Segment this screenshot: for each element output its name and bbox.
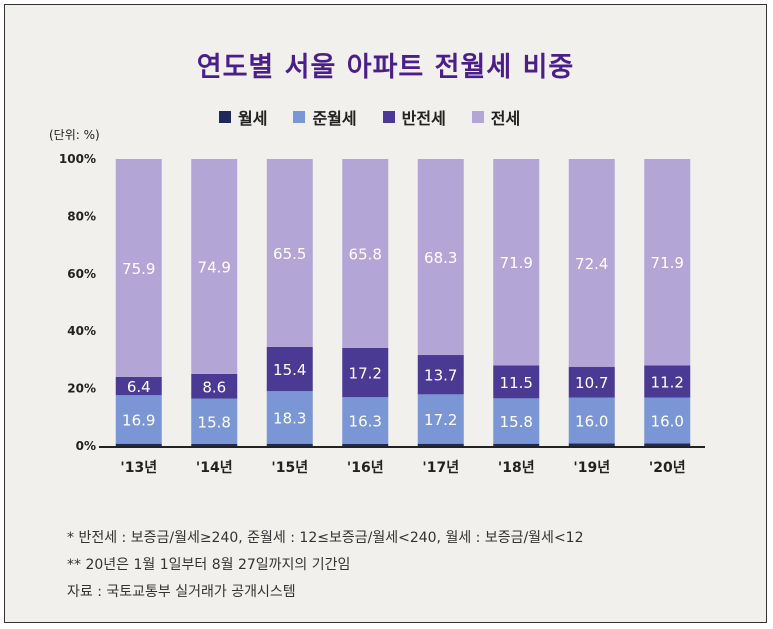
bar-segment <box>342 159 389 348</box>
bar-segment <box>644 159 691 366</box>
data-label: 72.4 <box>575 255 608 273</box>
data-label: 65.5 <box>273 245 306 263</box>
data-label: 10.7 <box>575 374 608 392</box>
x-tick-label: '19년 <box>573 460 610 476</box>
legend-label-junwolse: 준월세 <box>312 109 357 128</box>
legend-item-banjeonse: 반전세 <box>382 105 446 129</box>
bar-segment <box>191 443 238 446</box>
chart-title: 연도별 서울 아파트 전월세 비중 <box>196 52 575 83</box>
footnotes: * 반전세 : 보증금/월세≥240, 준월세 : 12≤보증금/월세<240,… <box>67 525 584 606</box>
legend-label-jeonse: 전세 <box>490 109 521 128</box>
bar-segment <box>342 397 389 444</box>
legend-swatch-jeonse <box>471 111 484 123</box>
data-label: 17.2 <box>349 365 382 383</box>
data-label: 6.4 <box>127 378 151 396</box>
data-label: 11.2 <box>651 373 684 391</box>
bar-segment <box>342 443 389 446</box>
data-label: 16.9 <box>122 411 155 429</box>
y-tick-label: 0% <box>76 439 96 453</box>
bar-segment <box>644 443 691 446</box>
data-label: 15.4 <box>273 361 306 379</box>
x-tick-label: '16년 <box>347 460 384 476</box>
data-label: 18.3 <box>273 409 306 427</box>
legend-swatch-banjeonse <box>382 111 395 123</box>
bar-segment <box>493 398 540 444</box>
y-tick-label: 100% <box>59 152 96 166</box>
bar-segment <box>417 159 464 356</box>
legend-label-wolse: 월세 <box>238 109 268 128</box>
legend-label-banjeonse: 반전세 <box>401 109 446 128</box>
y-tick-label: 40% <box>67 324 96 338</box>
bar-segment <box>266 391 313 444</box>
footnote-source: 자료 : 국토교통부 실거래가 공개시스템 <box>67 584 296 600</box>
data-label: 71.9 <box>651 254 684 272</box>
bar-segment <box>417 443 464 446</box>
bar-segment <box>493 443 540 446</box>
footnote-definition: * 반전세 : 보증금/월세≥240, 준월세 : 12≤보증금/월세<240,… <box>67 530 584 546</box>
legend-swatch-junwolse <box>293 111 306 123</box>
bar-segment <box>266 346 313 392</box>
bar-segment <box>644 365 691 398</box>
bar-segment <box>191 159 238 374</box>
bar-segment <box>115 395 162 444</box>
bar-segment <box>342 347 389 398</box>
bar-segment <box>568 159 615 367</box>
bar-segment <box>493 159 540 366</box>
footnote-period: ** 20년은 1월 1일부터 8월 27일까지의 기간임 <box>67 557 351 573</box>
data-label: 16.0 <box>575 412 608 430</box>
legend-swatch-wolse <box>219 111 231 123</box>
y-tick-label: 20% <box>67 382 96 396</box>
data-label: 74.9 <box>198 258 231 276</box>
legend-item-junwolse: 준월세 <box>293 105 357 129</box>
x-tick-label: '14년 <box>196 460 233 476</box>
bar-segment <box>266 159 313 347</box>
data-label: 15.8 <box>500 413 533 431</box>
bar-segment <box>493 365 540 399</box>
bar-segment <box>568 366 615 398</box>
bar-segment <box>568 397 615 444</box>
bar-segment <box>417 394 464 444</box>
x-tick-label: '18년 <box>498 460 535 476</box>
legend-item-wolse: 월세 <box>219 105 267 129</box>
data-label: 75.9 <box>122 260 155 278</box>
data-label: 15.8 <box>198 413 231 431</box>
x-tick-label: '20년 <box>649 460 686 476</box>
data-label: 16.0 <box>651 412 684 430</box>
x-tick-label: '17년 <box>422 460 459 476</box>
bar-segment <box>191 373 238 399</box>
legend-item-jeonse: 전세 <box>471 105 521 129</box>
data-label: 13.7 <box>424 367 457 385</box>
bar-segment <box>644 397 691 444</box>
y-tick-label: 80% <box>67 209 96 223</box>
chart-frame: 연도별 서울 아파트 전월세 비중 월세 준월세 반전세 전세 (단위: %) … <box>4 4 767 623</box>
bar-segment <box>568 443 615 446</box>
bar-segment <box>115 159 162 377</box>
data-label: 8.6 <box>202 378 226 396</box>
bar-segment <box>266 443 313 446</box>
x-tick-label: '15년 <box>271 460 308 476</box>
data-label: 17.2 <box>424 411 457 429</box>
stacked-bar-chart: 0% 20% 40% 60% 80% 100% 16.9 6.4 75.9 '13년 15.8 8.6… <box>59 152 705 476</box>
x-tick-label: '13년 <box>120 460 157 476</box>
legend: 월세 준월세 반전세 전세 <box>219 105 520 129</box>
data-label: 65.8 <box>349 245 382 263</box>
bar-segment <box>417 355 464 395</box>
data-label: 11.5 <box>500 374 533 392</box>
unit-label: (단위: %) <box>49 128 100 142</box>
bar-segment <box>115 376 162 396</box>
data-label: 68.3 <box>424 249 457 267</box>
data-label: 71.9 <box>500 254 533 272</box>
bar-segment <box>191 398 238 444</box>
bar-segment <box>115 443 162 446</box>
data-label: 16.3 <box>349 413 382 431</box>
y-tick-label: 60% <box>67 267 96 281</box>
